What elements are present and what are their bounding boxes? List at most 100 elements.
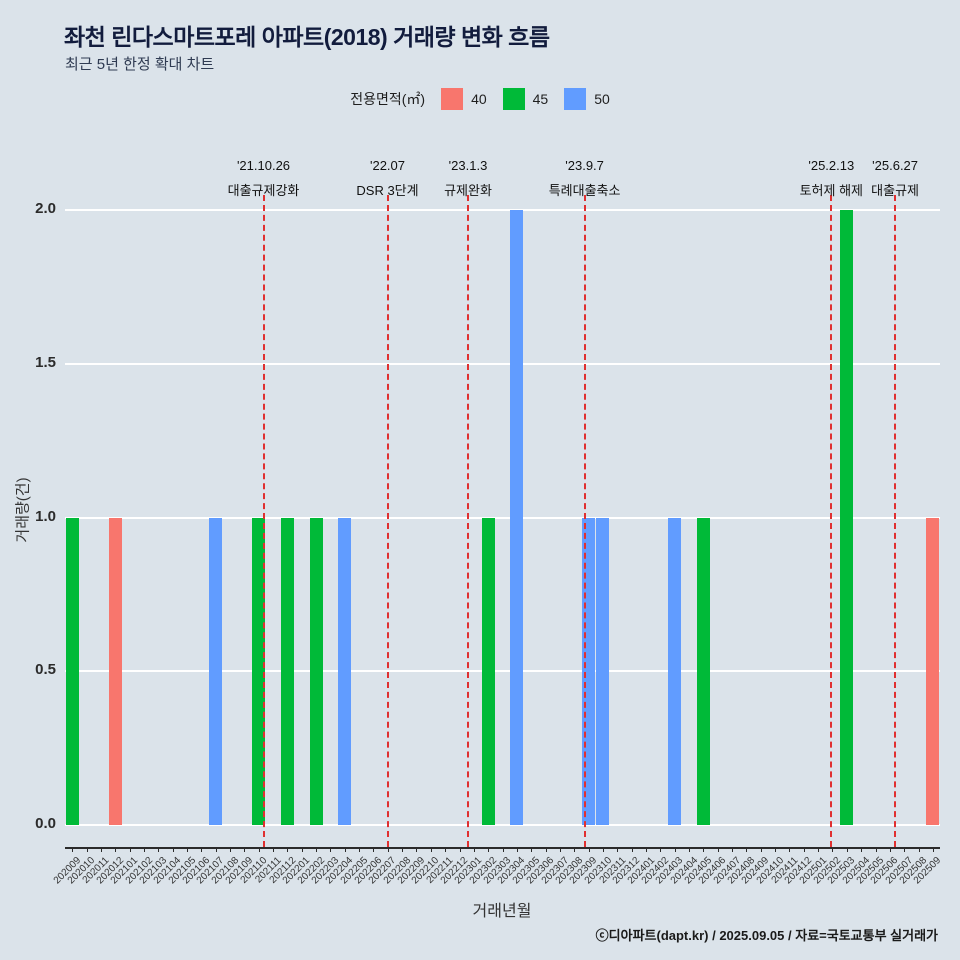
x-tick (72, 847, 74, 852)
x-tick (330, 847, 332, 852)
bar-202009-area45 (65, 517, 79, 825)
x-tick (631, 847, 633, 852)
x-tick (129, 847, 131, 852)
legend-item-40: 40 (441, 88, 487, 110)
event-date-202301: '23.1.3 (448, 158, 488, 173)
x-tick (531, 847, 533, 852)
bar-202302-area45 (481, 517, 495, 825)
x-tick (775, 847, 776, 852)
y-tick-label-0.5: 0.5 (35, 661, 56, 679)
x-tick (244, 847, 246, 852)
bar-202202-area45 (309, 517, 323, 825)
x-tick (617, 847, 619, 852)
x-tick (803, 847, 805, 852)
event-label-202301: 규제완화 (444, 183, 492, 198)
legend-swatch-50 (564, 88, 587, 110)
legend-items: 40 45 50 (425, 88, 610, 110)
bar-202204-area50 (338, 517, 352, 825)
x-tick (703, 847, 705, 852)
y-tick-label-2.0: 2.0 (35, 200, 56, 217)
x-tick (344, 847, 346, 852)
x-tick (445, 847, 447, 852)
event-date-202207: '22.07 (369, 158, 406, 173)
x-tick (430, 847, 432, 852)
x-tick (230, 847, 231, 852)
x-tick (932, 847, 934, 852)
event-date-202502: '25.2.13 (808, 158, 855, 173)
x-tick (186, 847, 188, 852)
bar-202310-area50 (596, 517, 610, 825)
bar-202012-area40 (108, 517, 122, 825)
x-tick (473, 847, 475, 852)
x-tick (861, 847, 863, 852)
x-tick (516, 847, 518, 852)
event-date-202110: '21.10.26 (236, 158, 291, 173)
x-tick (904, 847, 906, 852)
x-tick (215, 847, 217, 852)
event-line-202506 (894, 195, 897, 847)
event-label-202506: 대출규제 (871, 183, 920, 198)
y-tick-label-1.0: 1.0 (35, 507, 56, 525)
x-tick (172, 847, 174, 852)
event-date-202506: '25.6.27 (872, 158, 919, 173)
x-tick (660, 847, 662, 852)
bar-202509-area40 (926, 517, 940, 825)
event-label-202207: DSR 3단계 (356, 183, 419, 198)
x-tick (574, 847, 576, 852)
event-label-202110: 대출규제강화 (227, 183, 300, 198)
x-tick (359, 847, 361, 852)
bar-202503-area45 (840, 210, 854, 825)
event-line-202309 (583, 195, 586, 847)
x-tick (86, 847, 88, 852)
y-axis-title: 거래량(건) (14, 477, 32, 543)
x-tick (889, 847, 891, 852)
x-tick (143, 847, 145, 852)
x-tick (459, 847, 461, 852)
x-tick (918, 847, 920, 852)
x-tick (502, 847, 504, 852)
y-tick-label-0.0: 0.0 (35, 815, 56, 832)
x-tick (100, 847, 102, 852)
x-tick (645, 847, 647, 852)
legend-title: 전용면적(㎡) (350, 91, 426, 107)
bar-202304-area50 (510, 210, 524, 825)
event-line-202502 (830, 195, 833, 847)
bar-202110-area45 (252, 517, 266, 825)
x-tick (416, 847, 418, 852)
bar-202403-area50 (668, 517, 682, 825)
x-tick (273, 847, 274, 852)
x-tick (201, 847, 203, 852)
x-tick (301, 847, 303, 852)
legend-swatch-40 (441, 88, 464, 110)
x-tick (387, 847, 389, 852)
legend-label-45: 45 (532, 91, 549, 107)
gridline-2.0 (65, 209, 940, 211)
x-tick (402, 847, 404, 852)
event-line-202207 (386, 195, 389, 847)
x-tick (158, 847, 160, 852)
bar-202112-area45 (280, 517, 294, 825)
x-tick (588, 847, 590, 852)
legend: 전용면적(㎡) 40 45 50 (0, 88, 960, 110)
footer-credit: ⓒ디아파트(dapt.kr) / 2025.09.05 / 자료=국토교통부 실… (595, 928, 938, 943)
event-label-202309: 특례대출축소 (548, 183, 621, 198)
x-tick (732, 847, 733, 852)
bar-202405-area45 (696, 517, 710, 825)
x-tick (818, 847, 820, 852)
x-tick (559, 847, 561, 852)
y-tick-label-1.5: 1.5 (35, 353, 56, 371)
chart-title: 좌천 린다스마트포레 아파트(2018) 거래량 변화 흐름 (64, 24, 550, 50)
legend-label-40: 40 (471, 91, 487, 107)
x-tick (674, 847, 676, 852)
x-tick (545, 847, 547, 852)
gridline-1.5 (65, 362, 940, 365)
legend-item-50: 50 (564, 88, 610, 110)
x-tick (258, 847, 260, 852)
gridline-0.0 (65, 824, 940, 826)
x-tick (689, 847, 690, 852)
x-tick (373, 847, 375, 852)
gridline-1.0 (65, 516, 940, 519)
x-tick (488, 847, 490, 852)
